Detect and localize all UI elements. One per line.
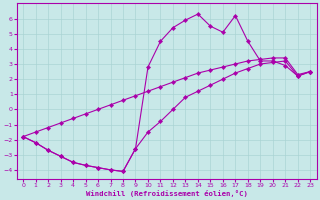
X-axis label: Windchill (Refroidissement éolien,°C): Windchill (Refroidissement éolien,°C) <box>86 190 248 197</box>
